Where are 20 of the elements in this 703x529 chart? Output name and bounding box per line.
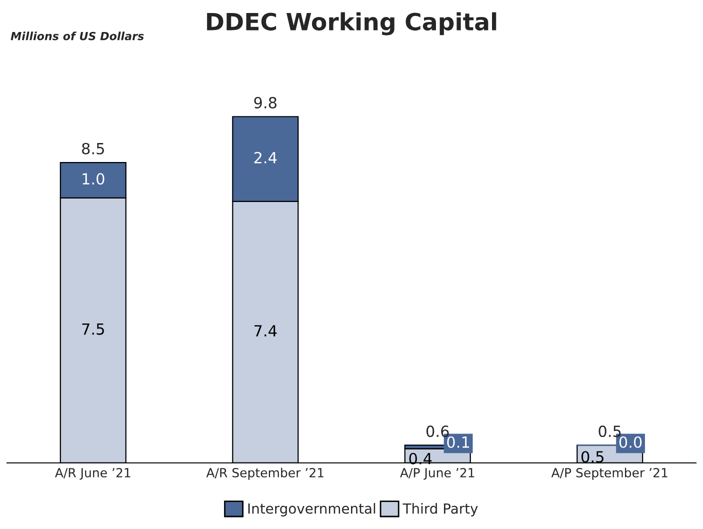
total-label: 9.8 xyxy=(254,96,276,108)
data-label: 0.0 xyxy=(619,436,642,448)
data-label: 1.0 xyxy=(82,173,104,185)
legend-label: Intergovernmental xyxy=(248,503,376,516)
data-label: 2.4 xyxy=(254,152,277,164)
chart-subtitle: Millions of US Dollars xyxy=(10,32,144,40)
data-label: 0.5 xyxy=(581,451,604,463)
x-tick-label: A/R June ’21 xyxy=(55,468,130,480)
chart-title: DDEC Working Capital xyxy=(207,12,496,36)
data-label: 0.4 xyxy=(409,452,432,464)
data-label: 7.5 xyxy=(82,323,104,335)
x-tick-label: A/P June ’21 xyxy=(400,468,474,480)
data-label: 0.1 xyxy=(447,436,470,448)
total-label: 8.5 xyxy=(82,142,104,154)
legend-label: Third Party xyxy=(402,503,478,516)
data-label: 7.4 xyxy=(254,325,277,336)
total-label: 0.5 xyxy=(598,426,621,438)
x-tick-label: A/R September ’21 xyxy=(206,468,324,480)
x-tick-label: A/P September ’21 xyxy=(551,468,668,480)
total-label: 0.6 xyxy=(426,426,449,438)
